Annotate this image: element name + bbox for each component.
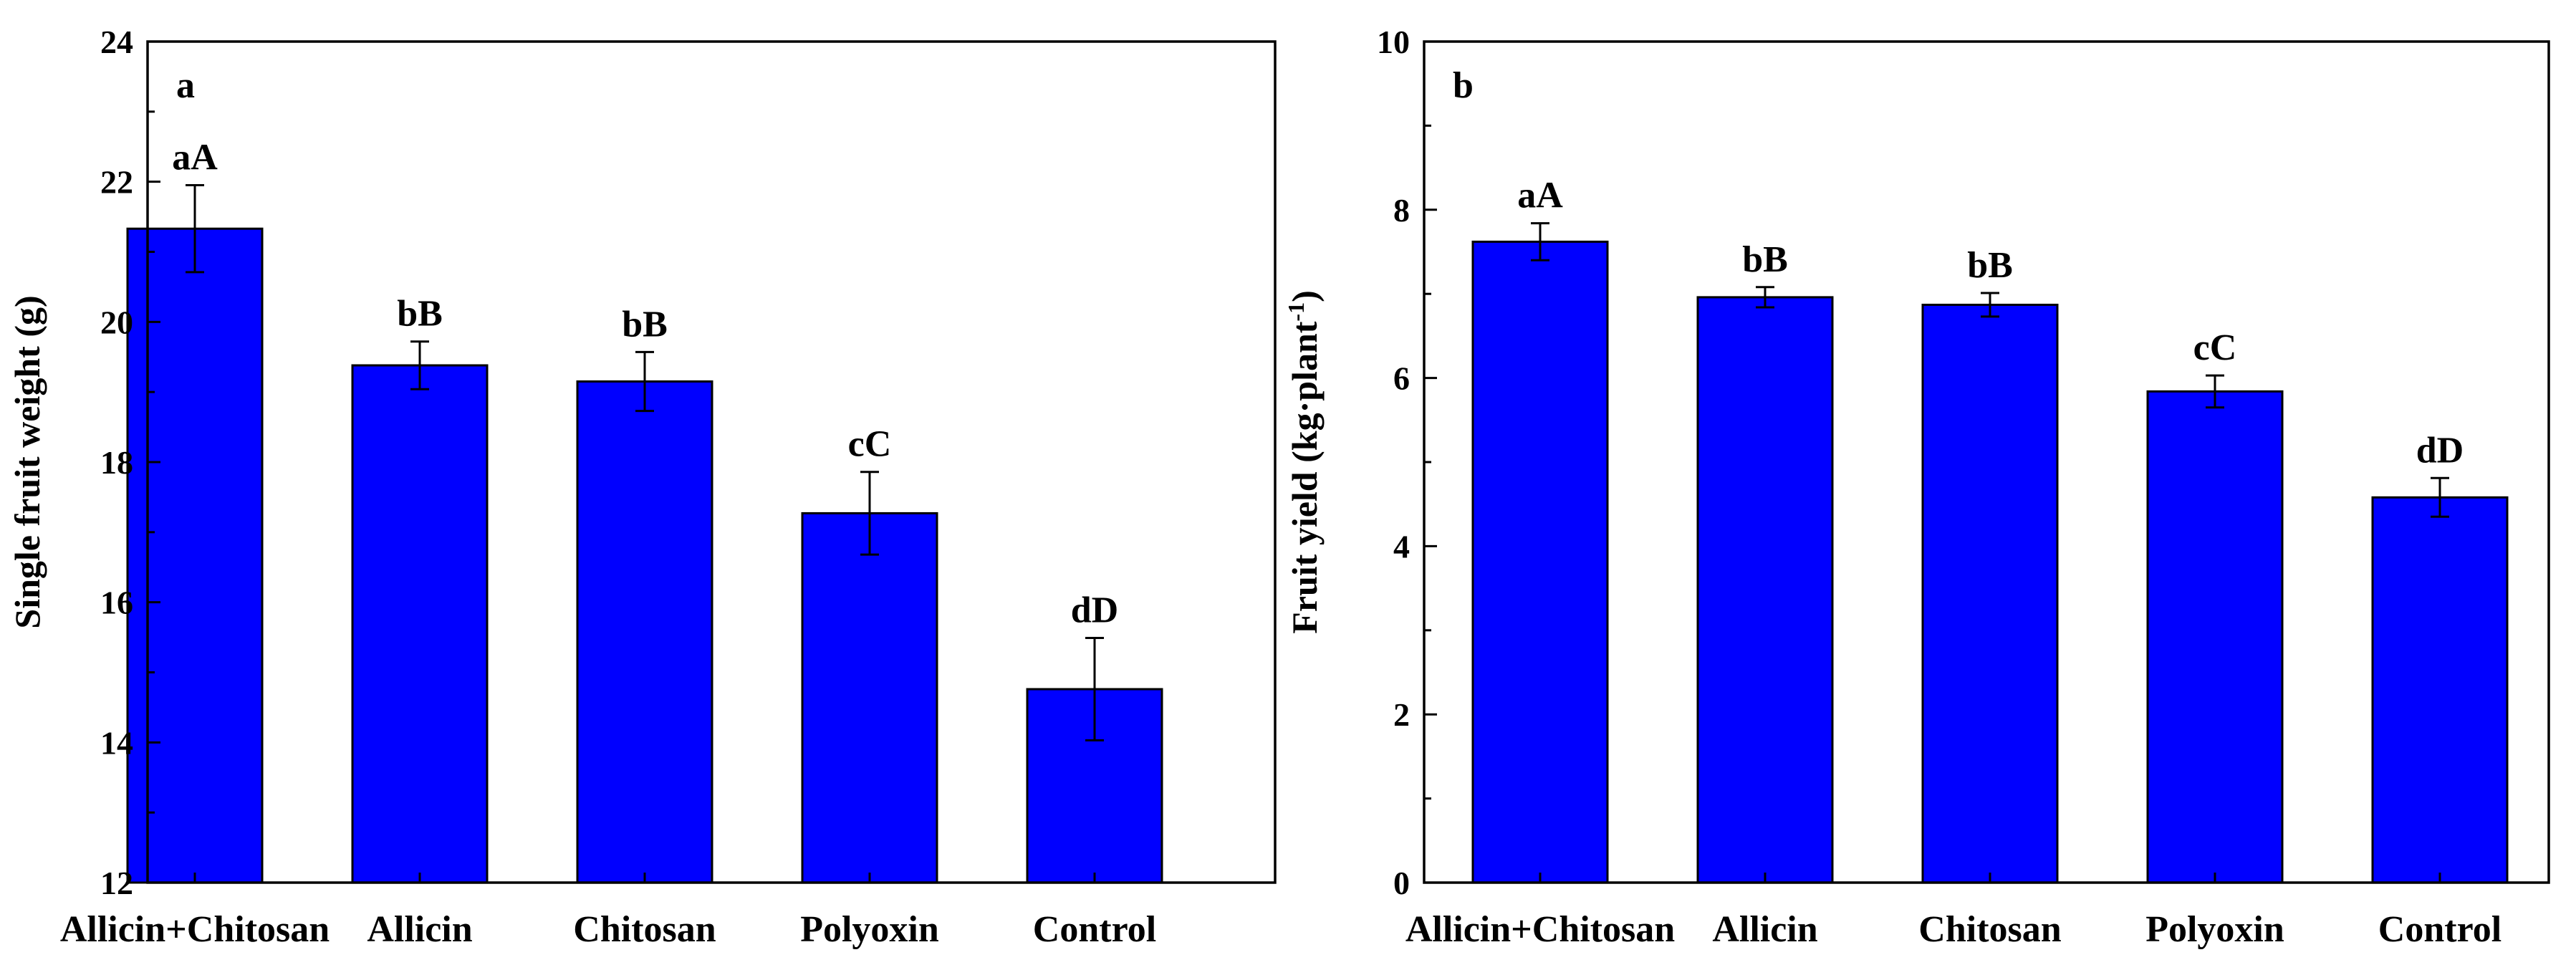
y-tick-label: 14 — [100, 724, 133, 761]
bar-5 — [2371, 496, 2509, 884]
y-tick-label: 4 — [1393, 528, 1410, 565]
category-label-1: Allicin+Chitosan — [1405, 909, 1675, 950]
bar-2 — [1696, 296, 1834, 884]
panel-b-chart: aA Allicin+Chitosan bB Allicin bB Chitosan cC P… — [1283, 24, 2550, 950]
category-label-5: Control — [1033, 909, 1156, 950]
y-tick-label: 12 — [100, 865, 133, 901]
panel-label: a — [176, 65, 195, 106]
y-tick-label: 8 — [1393, 192, 1410, 229]
y-tick-label: 16 — [100, 585, 133, 621]
y-tick-label: 2 — [1393, 696, 1410, 733]
category-label-3: Chitosan — [1918, 909, 2061, 950]
y-axis-title: Fruit yield (kg·plant-1) — [1283, 290, 1325, 633]
significance-label-4: cC — [848, 424, 892, 465]
bar-4 — [801, 512, 938, 884]
y-tick-label: 24 — [100, 24, 133, 60]
category-label-2: Allicin — [367, 909, 472, 950]
significance-label-3: bB — [622, 304, 668, 345]
category-label-2: Allicin — [1712, 909, 1817, 950]
y-tick-label: 0 — [1393, 865, 1410, 901]
bar-1 — [1471, 240, 1609, 884]
y-tick-label: 6 — [1393, 360, 1410, 397]
panel-a-chart: aA Allicin+Chitosan bB Allicin bB Chitosan cC P… — [7, 24, 1277, 950]
significance-label-2: bB — [397, 294, 443, 335]
y-tick-label: 20 — [100, 304, 133, 340]
y-tick-label: 22 — [100, 164, 133, 201]
panel-label: b — [1453, 65, 1474, 106]
bar-1 — [126, 227, 264, 884]
significance-label-2: bB — [1742, 239, 1788, 280]
y-axis-title: Single fruit weight (g) — [7, 295, 47, 628]
significance-label-1: aA — [172, 138, 218, 178]
significance-label-5: dD — [2416, 430, 2464, 471]
category-label-3: Chitosan — [573, 909, 716, 950]
y-tick-label: 18 — [100, 444, 133, 481]
category-label-4: Polyoxin — [2145, 909, 2284, 950]
significance-label-4: cC — [2193, 327, 2237, 368]
category-label-1: Allicin+Chitosan — [60, 909, 330, 950]
bar-3 — [576, 380, 713, 884]
y-tick-label: 10 — [1377, 24, 1410, 60]
significance-label-3: bB — [1967, 245, 2013, 286]
bar-3 — [1921, 303, 2059, 884]
bar-2 — [351, 364, 489, 884]
significance-label-5: dD — [1071, 590, 1118, 631]
bar-4 — [2146, 390, 2284, 884]
category-label-5: Control — [2378, 909, 2501, 950]
category-label-4: Polyoxin — [800, 909, 939, 950]
significance-label-1: aA — [1517, 176, 1563, 216]
